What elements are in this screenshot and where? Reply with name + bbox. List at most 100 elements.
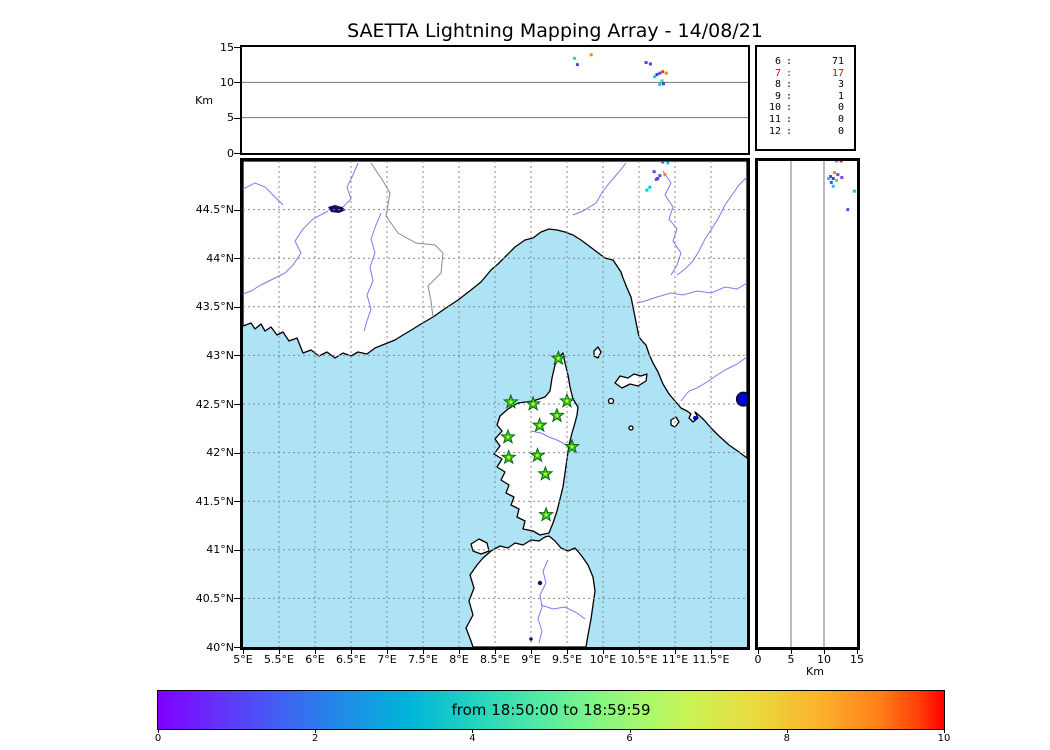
altitude-longitude-panel (240, 45, 750, 155)
map-lon-tick: 10.5°E (620, 653, 658, 666)
lightning-point (644, 61, 648, 65)
lightning-point (655, 73, 659, 77)
map-gridlines (243, 161, 747, 647)
flash-count-row: 7:17 (774, 67, 844, 79)
tick-mark (472, 729, 474, 733)
altitude-latitude-plot (790, 161, 856, 647)
tick-mark (234, 647, 240, 648)
top-panel-ytick: 10 (220, 75, 234, 89)
lakes (328, 205, 697, 641)
lightning-point (645, 188, 649, 192)
tick-mark (567, 650, 568, 654)
lightning-point (660, 79, 664, 83)
tick-mark (423, 650, 424, 654)
tick-mark (531, 650, 532, 654)
tick-mark (234, 598, 240, 600)
map-lat-tick: 42.5°N (195, 397, 234, 411)
tick-mark (234, 209, 240, 211)
lightning-point (835, 161, 839, 163)
map-lat-tick: 44.5°N (195, 203, 234, 217)
right-panel-xtick: 0 (754, 653, 762, 666)
tick-mark (629, 729, 631, 733)
tick-mark (234, 153, 240, 154)
rivers (243, 162, 747, 644)
map-lon-tick: 10°E (589, 653, 617, 666)
lightning-point (852, 189, 856, 193)
altitude-longitude-plot (242, 53, 748, 119)
lightning-point (846, 208, 850, 212)
lightning-point (661, 82, 665, 86)
tick-mark (824, 650, 825, 654)
lightning-point (654, 177, 658, 181)
island-montecristo (607, 397, 615, 405)
map-lat-tick: 41.5°N (195, 494, 234, 508)
tick-mark (234, 117, 240, 119)
map-lon-tick: 5°E (233, 653, 253, 666)
tick-mark (857, 650, 858, 654)
lightning-point (839, 161, 843, 163)
colorbar-label: from 18:50:00 to 18:59:59 (451, 701, 651, 719)
lightning-point (833, 171, 837, 175)
map-lat-tick: 44°N (206, 251, 234, 265)
lightning-point (829, 175, 833, 179)
lightning-point (664, 71, 668, 75)
map-lat-tick: 43°N (206, 348, 234, 362)
top-panel-ytick: 0 (227, 146, 234, 160)
sensor-dot (735, 391, 747, 407)
map-lon-tick: 9.5°E (552, 653, 582, 666)
map-lon-tick: 8.5°E (480, 653, 510, 666)
lightning-point (658, 174, 662, 178)
lightning-point (827, 176, 831, 180)
flash-count-row: 12:0 (768, 125, 844, 137)
tick-mark (243, 650, 244, 654)
lightning-point (658, 71, 662, 75)
tick-mark (234, 82, 240, 84)
tick-mark (944, 729, 945, 733)
tick-mark (786, 729, 788, 733)
lightning-point (831, 176, 835, 180)
tick-mark (603, 650, 604, 654)
lightning-point (663, 173, 667, 177)
map-lon-tick: 9°E (521, 653, 541, 666)
tick-mark (711, 650, 712, 654)
colorbar-tick: 0 (154, 733, 162, 744)
tick-mark (234, 258, 240, 260)
map (243, 161, 747, 647)
tick-mark (279, 650, 280, 654)
lightning-point (658, 82, 662, 86)
right-panel-xtick: 10 (817, 653, 831, 666)
tick-mark (639, 650, 640, 654)
tick-mark (387, 650, 388, 654)
tick-mark (351, 650, 352, 654)
map-panel (240, 158, 750, 650)
right-panel-xlabel: Km (806, 665, 824, 678)
colorbar-tick: 6 (626, 733, 633, 744)
top-panel-ytick: 5 (227, 111, 234, 125)
tick-mark (675, 650, 676, 654)
figure-title: SAETTA Lightning Mapping Array - 14/08/2… (347, 20, 763, 42)
tick-mark (234, 47, 240, 48)
lightning-point (648, 62, 652, 66)
time-colorbar: from 18:50:00 to 18:59:59 (157, 690, 945, 730)
lightning-point (589, 53, 593, 57)
tick-mark (315, 729, 317, 733)
tick-mark (315, 650, 316, 654)
tick-mark (234, 306, 240, 308)
lightning-point (836, 173, 840, 177)
flash-count-row: 6:71 (774, 56, 844, 67)
flash-count-row: 9:1 (774, 90, 844, 102)
lightning-point (840, 176, 844, 180)
tick-mark (459, 650, 460, 654)
tick-mark (234, 501, 240, 503)
flash-count-box: 6:71 7:17 8:3 9:1 10:0 11:0 12:0 (755, 45, 856, 151)
map-lon-tick: 7.5°E (408, 653, 438, 666)
map-lon-tick: 11°E (661, 653, 689, 666)
lightning-point (661, 70, 665, 74)
map-lon-tick: 5.5°E (264, 653, 294, 666)
tick-mark (234, 404, 240, 405)
lightning-point (831, 184, 835, 188)
colorbar-tick: 4 (469, 733, 476, 744)
coastline-mainland (243, 161, 747, 459)
map-lon-tick: 6.5°E (336, 653, 366, 666)
